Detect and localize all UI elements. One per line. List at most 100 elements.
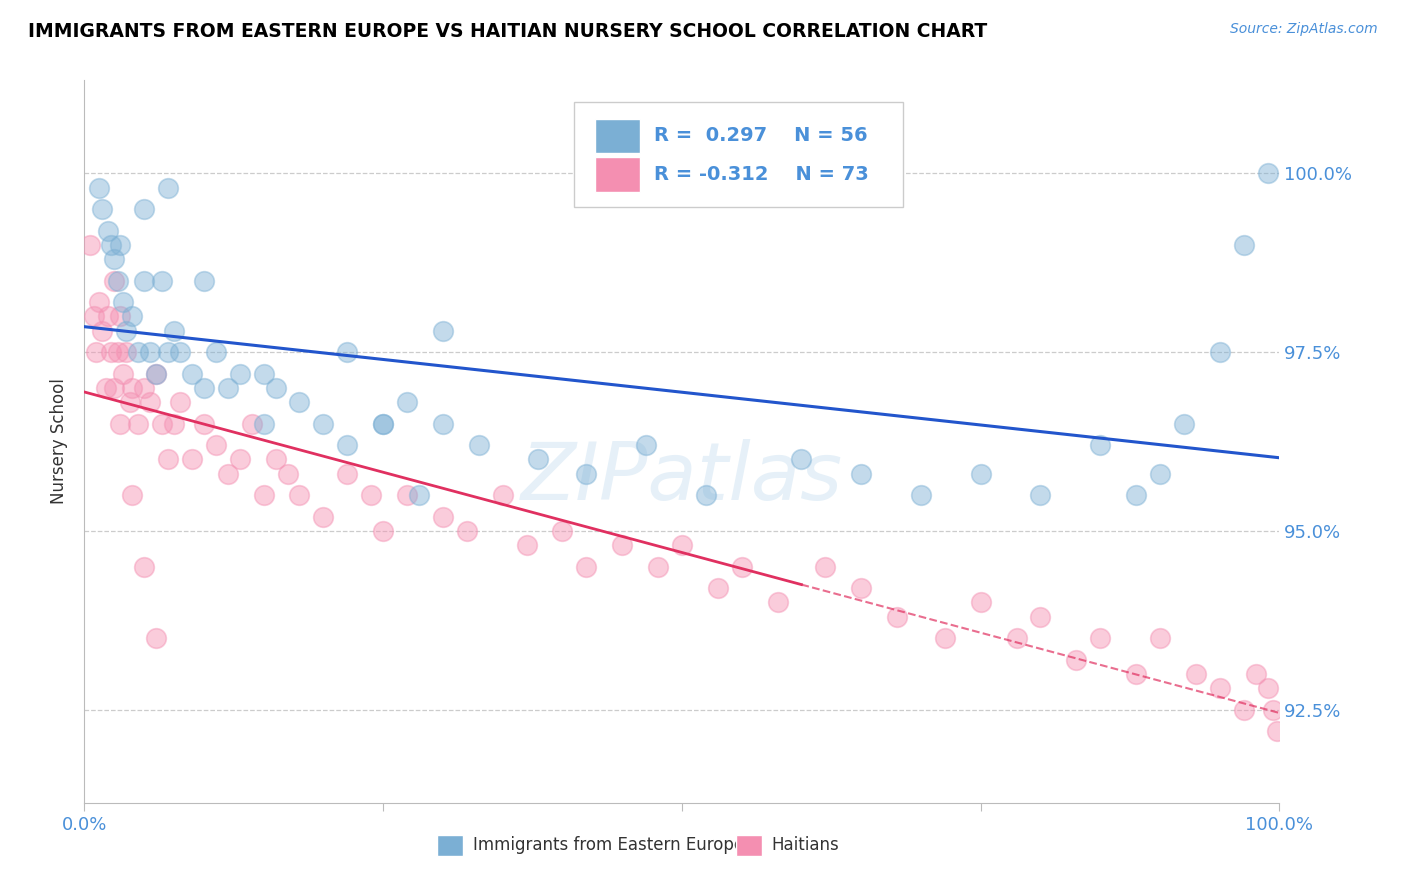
Point bbox=[181, 452, 204, 467]
Point bbox=[83, 310, 105, 324]
Point bbox=[193, 274, 215, 288]
Point bbox=[432, 509, 454, 524]
Point bbox=[253, 367, 276, 381]
Text: R =  0.297    N = 56: R = 0.297 N = 56 bbox=[654, 127, 868, 145]
Point bbox=[1029, 488, 1052, 502]
Point bbox=[886, 609, 908, 624]
Point bbox=[1265, 724, 1288, 739]
Point bbox=[103, 381, 125, 395]
Point bbox=[731, 559, 754, 574]
Point bbox=[551, 524, 574, 538]
Point bbox=[163, 324, 186, 338]
Text: R = -0.312    N = 73: R = -0.312 N = 73 bbox=[654, 165, 869, 184]
Point bbox=[103, 274, 125, 288]
Point bbox=[139, 345, 162, 359]
Point bbox=[396, 488, 419, 502]
Point bbox=[150, 417, 173, 431]
Point bbox=[139, 395, 162, 409]
Point bbox=[229, 367, 252, 381]
Point bbox=[115, 324, 138, 338]
Point bbox=[647, 559, 669, 574]
Point bbox=[910, 488, 932, 502]
Point bbox=[217, 381, 239, 395]
Point bbox=[970, 467, 993, 481]
Point bbox=[86, 345, 108, 359]
Point bbox=[253, 417, 276, 431]
Point bbox=[103, 252, 125, 266]
Point bbox=[695, 488, 717, 502]
Point bbox=[575, 467, 598, 481]
Point bbox=[150, 274, 173, 288]
FancyBboxPatch shape bbox=[575, 102, 903, 207]
Point bbox=[575, 559, 598, 574]
Point bbox=[814, 559, 837, 574]
Point bbox=[205, 438, 228, 452]
Point bbox=[115, 345, 138, 359]
Point bbox=[193, 381, 215, 395]
Y-axis label: Nursery School: Nursery School bbox=[51, 378, 69, 505]
Point bbox=[1173, 417, 1195, 431]
Point bbox=[336, 345, 359, 359]
Point bbox=[264, 381, 287, 395]
Point bbox=[145, 632, 167, 646]
Point bbox=[468, 438, 491, 452]
Point bbox=[107, 345, 129, 359]
Point bbox=[97, 223, 120, 237]
Point bbox=[1233, 703, 1256, 717]
Point bbox=[1149, 467, 1171, 481]
Point bbox=[1066, 653, 1088, 667]
Point bbox=[132, 559, 156, 574]
Point bbox=[1209, 345, 1232, 359]
Point bbox=[790, 452, 813, 467]
Point bbox=[91, 324, 114, 338]
Point bbox=[121, 381, 143, 395]
Text: IMMIGRANTS FROM EASTERN EUROPE VS HAITIAN NURSERY SCHOOL CORRELATION CHART: IMMIGRANTS FROM EASTERN EUROPE VS HAITIA… bbox=[28, 22, 987, 41]
Point bbox=[1125, 488, 1147, 502]
Point bbox=[1029, 609, 1052, 624]
Point bbox=[1149, 632, 1171, 646]
Point bbox=[87, 295, 110, 310]
Point bbox=[205, 345, 228, 359]
Point bbox=[1005, 632, 1028, 646]
Point bbox=[110, 417, 132, 431]
Point bbox=[111, 295, 134, 310]
Text: Immigrants from Eastern Europe: Immigrants from Eastern Europe bbox=[472, 837, 744, 855]
Point bbox=[157, 180, 180, 194]
Point bbox=[127, 417, 149, 431]
Point bbox=[100, 345, 122, 359]
Bar bbox=[437, 835, 463, 855]
Point bbox=[492, 488, 515, 502]
Point bbox=[217, 467, 239, 481]
Point bbox=[456, 524, 478, 538]
Text: Source: ZipAtlas.com: Source: ZipAtlas.com bbox=[1230, 22, 1378, 37]
Point bbox=[253, 488, 276, 502]
Point bbox=[934, 632, 956, 646]
Text: Haitians: Haitians bbox=[772, 837, 839, 855]
Point bbox=[181, 367, 204, 381]
Point bbox=[396, 395, 419, 409]
Point bbox=[408, 488, 430, 502]
Point bbox=[193, 417, 215, 431]
Point bbox=[145, 367, 167, 381]
Point bbox=[229, 452, 252, 467]
Bar bbox=[595, 119, 640, 153]
Point bbox=[373, 417, 395, 431]
Point bbox=[336, 467, 359, 481]
Point bbox=[707, 581, 730, 595]
Point bbox=[360, 488, 382, 502]
Point bbox=[1257, 681, 1279, 696]
Point bbox=[312, 509, 335, 524]
Point bbox=[1185, 667, 1208, 681]
Bar bbox=[735, 835, 762, 855]
Point bbox=[87, 180, 110, 194]
Point bbox=[110, 237, 132, 252]
Text: ZIPatlas: ZIPatlas bbox=[520, 439, 844, 516]
Point bbox=[612, 538, 634, 552]
Point bbox=[118, 395, 141, 409]
Point bbox=[79, 237, 101, 252]
Point bbox=[1125, 667, 1147, 681]
Point bbox=[132, 274, 156, 288]
Point bbox=[157, 345, 180, 359]
Point bbox=[288, 488, 311, 502]
Point bbox=[336, 438, 359, 452]
